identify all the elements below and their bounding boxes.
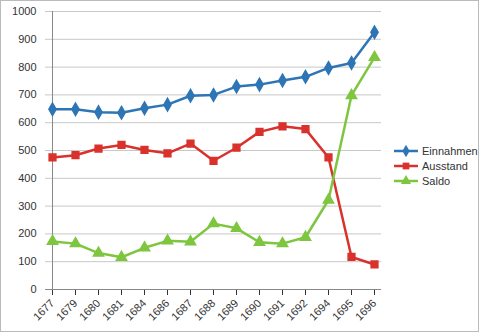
svg-text:1688: 1688 [192, 297, 218, 323]
svg-text:1694: 1694 [307, 297, 333, 323]
svg-text:200: 200 [18, 227, 36, 239]
svg-text:1679: 1679 [54, 297, 80, 323]
svg-text:600: 600 [18, 116, 36, 128]
svg-text:0: 0 [30, 283, 36, 295]
svg-text:500: 500 [18, 144, 36, 156]
svg-text:1689: 1689 [215, 297, 241, 323]
svg-text:1691: 1691 [261, 297, 287, 323]
svg-text:1692: 1692 [284, 297, 310, 323]
svg-text:1680: 1680 [77, 297, 103, 323]
svg-text:400: 400 [18, 172, 36, 184]
svg-text:700: 700 [18, 88, 36, 100]
svg-text:100: 100 [18, 255, 36, 267]
svg-text:1684: 1684 [123, 297, 149, 323]
html-text:Saldo: Saldo [422, 175, 451, 187]
svg-text:800: 800 [18, 61, 36, 73]
html-text:Ausstand: Ausstand [422, 160, 468, 172]
svg-text:1696: 1696 [353, 297, 379, 323]
svg-text:1677: 1677 [31, 297, 57, 323]
svg-text:1695: 1695 [330, 297, 356, 323]
svg-text:1686: 1686 [146, 297, 172, 323]
svg-text:1687: 1687 [169, 297, 195, 323]
svg-text:1000: 1000 [12, 5, 36, 17]
svg-text:300: 300 [18, 200, 36, 212]
svg-text:1690: 1690 [238, 297, 264, 323]
svg-text:900: 900 [18, 33, 36, 45]
html-text:Einnahmen: Einnahmen [422, 145, 478, 157]
svg-text:1681: 1681 [100, 297, 126, 323]
